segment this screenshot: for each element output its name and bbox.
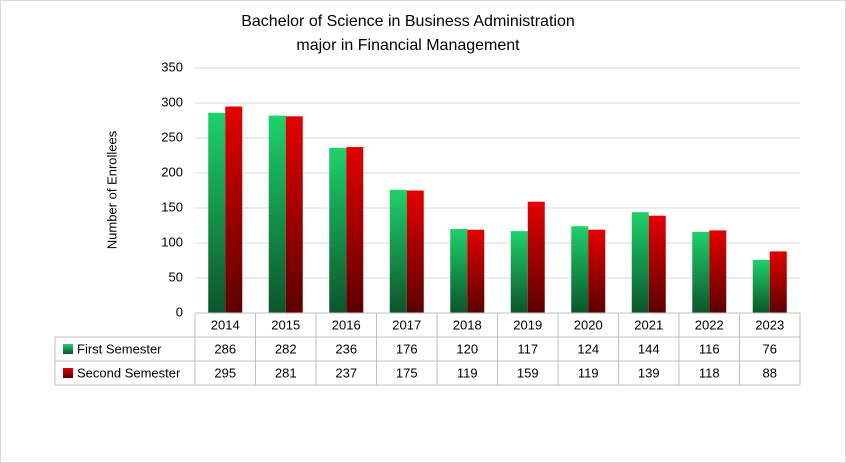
table-value: 119 xyxy=(457,365,478,380)
y-tick-label: 100 xyxy=(161,234,183,249)
y-axis-label: Number of Enrollees xyxy=(104,130,119,249)
table-value: 118 xyxy=(699,365,720,380)
table-value: 282 xyxy=(275,341,297,356)
table-value: 139 xyxy=(638,365,660,380)
table-value: 88 xyxy=(763,365,777,380)
x-tick-label: 2018 xyxy=(453,317,482,332)
table-value: 281 xyxy=(275,365,297,380)
bar xyxy=(329,147,347,313)
y-tick-label: 0 xyxy=(176,304,183,319)
table-value: 117 xyxy=(517,341,538,356)
table-value: 119 xyxy=(578,365,599,380)
x-tick-label: 2016 xyxy=(332,317,361,332)
table-value: 295 xyxy=(214,365,236,380)
bar xyxy=(225,106,243,313)
bar xyxy=(709,230,727,313)
table-value: 124 xyxy=(577,341,599,356)
legend-key xyxy=(63,368,73,378)
y-tick-label: 250 xyxy=(161,129,183,144)
bar xyxy=(510,231,528,313)
bar xyxy=(285,116,303,313)
bar xyxy=(692,231,710,313)
bar xyxy=(346,147,364,313)
table-value: 286 xyxy=(214,341,236,356)
bar xyxy=(450,229,468,313)
bar xyxy=(648,215,666,313)
x-tick-label: 2021 xyxy=(634,317,663,332)
x-tick-label: 2014 xyxy=(211,317,240,332)
y-tick-label: 350 xyxy=(161,59,183,74)
bar xyxy=(208,112,226,313)
bar xyxy=(769,251,787,313)
table-value: 76 xyxy=(763,341,777,356)
x-tick-label: 2015 xyxy=(271,317,300,332)
y-tick-label: 300 xyxy=(161,94,183,109)
legend-label: First Semester xyxy=(77,341,162,356)
table-value: 159 xyxy=(517,365,539,380)
table-value: 144 xyxy=(638,341,660,356)
bar xyxy=(527,201,545,313)
bar xyxy=(406,190,424,313)
bar xyxy=(752,259,770,313)
bar xyxy=(467,229,485,313)
bar xyxy=(389,189,407,313)
legend-label: Second Semester xyxy=(77,365,181,380)
y-tick-label: 200 xyxy=(161,164,183,179)
table-value: 120 xyxy=(456,341,478,356)
table-value: 237 xyxy=(335,365,357,380)
table-value: 176 xyxy=(396,341,418,356)
x-tick-label: 2017 xyxy=(392,317,421,332)
y-tick-label: 150 xyxy=(161,199,183,214)
bar xyxy=(268,115,286,313)
x-tick-label: 2020 xyxy=(574,317,603,332)
chart-title: Bachelor of Science in Business Administ… xyxy=(241,13,575,30)
x-tick-label: 2022 xyxy=(695,317,724,332)
bar xyxy=(571,226,589,313)
chart-title: major in Financial Management xyxy=(296,37,520,54)
legend-key xyxy=(63,344,73,354)
y-tick-label: 50 xyxy=(169,269,183,284)
table-value: 236 xyxy=(335,341,357,356)
table-value: 116 xyxy=(699,341,720,356)
x-tick-label: 2019 xyxy=(513,317,542,332)
table-value: 175 xyxy=(396,365,418,380)
bar xyxy=(588,229,606,313)
x-tick-label: 2023 xyxy=(755,317,784,332)
bar xyxy=(631,212,649,313)
